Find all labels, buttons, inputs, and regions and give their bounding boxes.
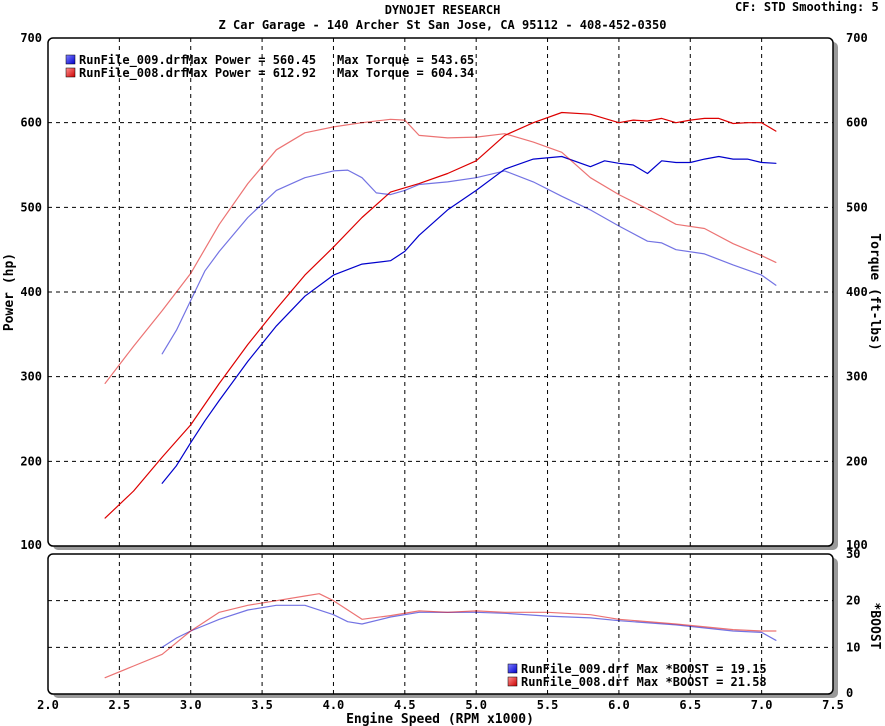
y-tick-label-torque: 200 bbox=[846, 454, 868, 468]
y-tick-label-boost: 10 bbox=[846, 640, 860, 654]
y-tick-label-power: 400 bbox=[20, 285, 42, 299]
legend-run-name: RunFile_008.drf bbox=[79, 66, 187, 81]
legend-max-torque: Max Torque = 604.34 bbox=[337, 66, 474, 80]
x-axis-label: Engine Speed (RPM x1000) bbox=[346, 712, 534, 726]
boost-panel bbox=[47, 553, 834, 695]
y-tick-label-boost: 20 bbox=[846, 594, 860, 608]
y-tick-label-boost: 0 bbox=[846, 686, 853, 700]
y-tick-label-power: 200 bbox=[20, 454, 42, 468]
main-series bbox=[104, 111, 777, 519]
boost-legend-swatch-run008 bbox=[507, 676, 518, 687]
x-tick-label: 5.0 bbox=[465, 698, 487, 712]
y-tick-label-power: 300 bbox=[20, 370, 42, 384]
series-line bbox=[161, 169, 777, 355]
main-legend: RunFile_009.drf Max Power = 560.45 Max T… bbox=[65, 53, 474, 81]
boost-legend-swatch-run009 bbox=[507, 663, 518, 674]
y-tick-label-torque: 500 bbox=[846, 200, 868, 214]
smoothing-setting: Smoothing: 5 bbox=[792, 0, 879, 14]
x-tick-label: 6.5 bbox=[679, 698, 701, 712]
legend-run-name: RunFile_009.drf bbox=[79, 53, 187, 68]
boost-series bbox=[104, 593, 777, 679]
y-tick-label-boost: 30 bbox=[846, 547, 860, 561]
y-tick-label-power: 100 bbox=[20, 538, 42, 552]
x-tick-label: 3.5 bbox=[251, 698, 273, 712]
series-line bbox=[161, 604, 777, 648]
chart-subtitle: Z Car Garage - 140 Archer St San Jose, C… bbox=[218, 18, 667, 32]
x-tick-label: 7.5 bbox=[822, 698, 844, 712]
cf-setting: CF: STD bbox=[735, 0, 786, 14]
y-tick-label-torque: 100 bbox=[846, 538, 868, 552]
chart-title: DYNOJET RESEARCH bbox=[384, 3, 501, 17]
y-tick-label-torque: 700 bbox=[846, 31, 868, 45]
x-tick-label: 2.0 bbox=[37, 698, 59, 712]
y-tick-label-power: 700 bbox=[20, 31, 42, 45]
boost-legend: RunFile_009.drf Max *BOOST = 19.15 RunFi… bbox=[507, 662, 767, 690]
x-tick-label: 6.0 bbox=[608, 698, 630, 712]
y-tick-label-torque: 400 bbox=[846, 285, 868, 299]
series-line bbox=[104, 118, 777, 384]
x-tick-label: 2.5 bbox=[109, 698, 131, 712]
legend-swatch-run009 bbox=[65, 54, 76, 65]
boost-grid bbox=[48, 554, 833, 694]
legend-max-power: Max Power = 560.45 bbox=[186, 53, 316, 67]
legend-max-power: Max Power = 612.92 bbox=[186, 66, 316, 80]
y-axis-label-boost: *BOOST bbox=[867, 603, 882, 650]
y-tick-label-torque: 600 bbox=[846, 116, 868, 130]
y-tick-label-torque: 300 bbox=[846, 370, 868, 384]
series-line bbox=[161, 155, 777, 484]
y-tick-label-power: 600 bbox=[20, 116, 42, 130]
series-line bbox=[104, 111, 777, 519]
x-tick-label: 3.0 bbox=[180, 698, 202, 712]
x-tick-label: 5.5 bbox=[537, 698, 559, 712]
x-tick-label: 7.0 bbox=[751, 698, 773, 712]
y-axis-label-power: Power (hp) bbox=[2, 253, 17, 331]
x-tick-label: 4.5 bbox=[394, 698, 416, 712]
series-line bbox=[104, 593, 777, 679]
legend-swatch-run008 bbox=[65, 67, 76, 78]
legend-max-torque: Max Torque = 543.65 bbox=[337, 53, 474, 67]
y-tick-label-power: 500 bbox=[20, 200, 42, 214]
x-tick-label: 4.0 bbox=[323, 698, 345, 712]
boost-legend-label: RunFile_009.drf Max *BOOST = 19.15 bbox=[521, 662, 767, 677]
y-axis-label-torque: Torque (ft-lbs) bbox=[867, 233, 882, 350]
boost-legend-label: RunFile_008.drf Max *BOOST = 21.58 bbox=[521, 675, 767, 690]
